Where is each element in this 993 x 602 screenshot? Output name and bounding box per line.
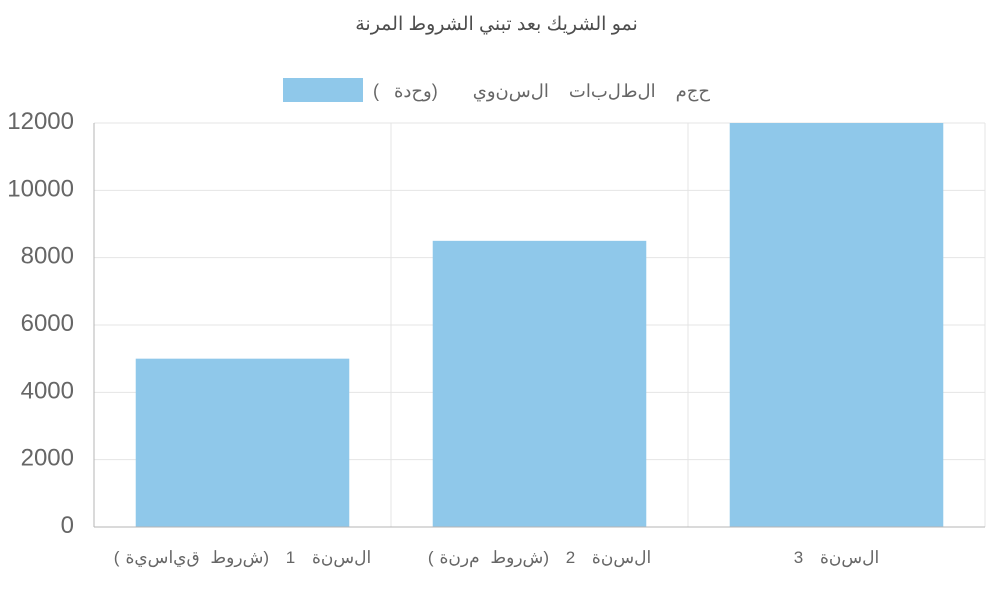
svg-text:2000: 2000 (21, 445, 74, 472)
svg-text:8000: 8000 (21, 243, 74, 270)
svg-text:6000: 6000 (21, 310, 74, 337)
svg-text:4000: 4000 (21, 377, 74, 404)
svg-text:0: 0 (61, 512, 74, 539)
svg-text:12000: 12000 (7, 108, 74, 135)
svg-text:10000: 10000 (7, 175, 74, 202)
